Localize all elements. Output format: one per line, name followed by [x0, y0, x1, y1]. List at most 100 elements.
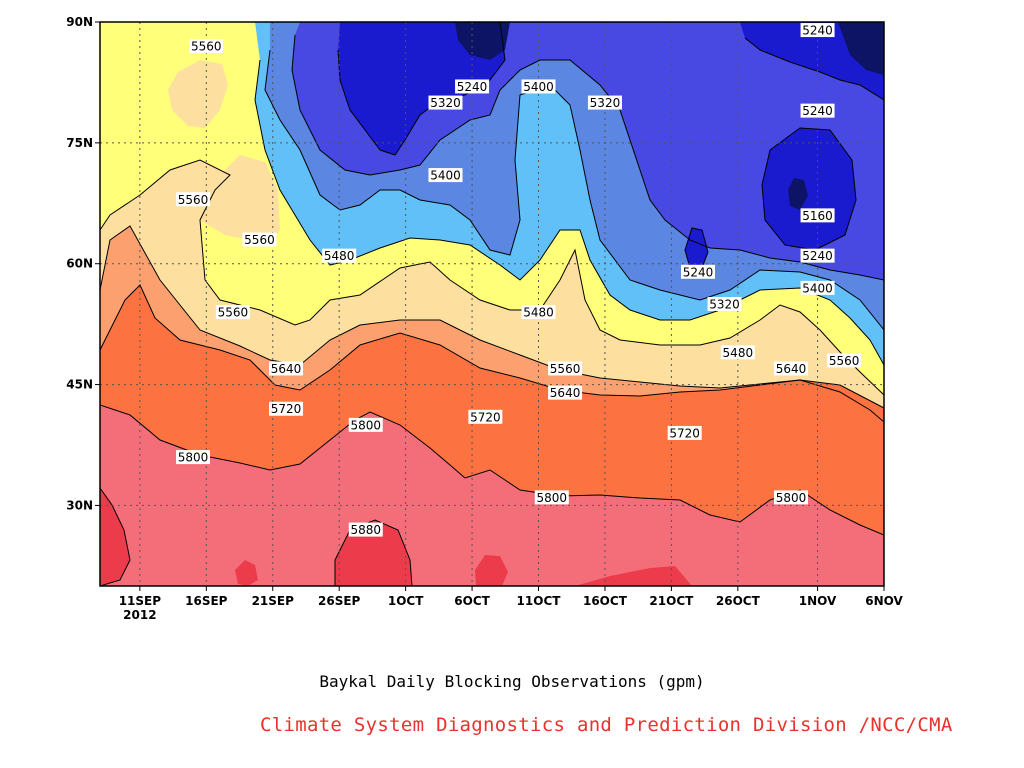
contour-label: 5480 — [720, 345, 755, 360]
contour-label-box — [269, 401, 304, 416]
contour-label-box — [348, 522, 383, 537]
x-tick-label: 16SEP — [185, 594, 228, 608]
contour-label-text: 5800 — [537, 491, 568, 505]
contour-label-text: 5320 — [709, 298, 740, 312]
contour-label: 5560 — [189, 39, 224, 54]
contour-label-text: 5240 — [802, 249, 833, 263]
contour-label-box — [455, 79, 490, 94]
contour-label-box — [800, 208, 835, 223]
contour-line-5800 — [100, 404, 884, 536]
contour-label-text: 5240 — [802, 104, 833, 118]
contour-label-box — [800, 248, 835, 263]
contour-label-text: 5560 — [218, 306, 249, 320]
x-tick-label: 6OCT — [454, 594, 490, 608]
fill-below-5160-topright — [838, 22, 884, 75]
contour-label-box — [707, 297, 742, 311]
grid-lines — [100, 22, 884, 586]
contour-label: 5560 — [215, 305, 250, 320]
contour-label: 5720 — [667, 425, 702, 440]
x-tick-label: 26OCT — [716, 594, 761, 608]
contour-label-text: 5240 — [457, 80, 488, 94]
contour-label-box — [548, 361, 583, 376]
contour-label: 5320 — [428, 95, 463, 110]
contour-labels: 5560 5560 5560 5560 5480 5640 5720 5800 5800 5880… — [176, 23, 862, 537]
contour-label-box — [773, 361, 808, 376]
contour-label-text: 5560 — [191, 40, 222, 54]
contour-line-5240-topright — [744, 37, 884, 101]
contour-label: 5560 — [242, 232, 277, 247]
contour-label-box — [468, 409, 503, 424]
y-tick-label: 75N — [66, 136, 93, 150]
plot-frame — [99, 21, 885, 587]
contour-label-text: 5160 — [802, 209, 833, 223]
contour-label: 5720 — [269, 401, 304, 416]
contour-label: 5480 — [322, 248, 357, 263]
contour-line-5400 — [264, 49, 884, 331]
contour-label-box — [322, 248, 357, 263]
contour-label-box — [521, 79, 556, 94]
contour-line-5480 — [254, 59, 884, 366]
contour-label-box — [176, 450, 211, 465]
contour-label-text: 5480 — [723, 346, 754, 360]
contour-label-text: 5640 — [776, 362, 807, 376]
contour-label-box — [720, 345, 755, 360]
contour-label: 5240 — [455, 79, 490, 94]
contour-label: 5880 — [348, 522, 383, 537]
contour-line-5640 — [100, 225, 884, 423]
contour-label-box — [680, 264, 715, 279]
contour-label: 5240 — [680, 264, 715, 279]
y-tick-label: 30N — [66, 498, 93, 512]
contour-label-box — [667, 425, 702, 440]
contour-label: 5640 — [548, 385, 583, 400]
contour-label: 5240 — [800, 248, 835, 263]
x-tick-label: 11SEP — [119, 594, 162, 608]
contour-label-box — [800, 280, 835, 295]
contour-label: 5720 — [468, 409, 503, 424]
contour-label: 5160 — [800, 208, 835, 223]
y-tick-label: 60N — [66, 257, 93, 271]
contour-label: 5320 — [587, 95, 622, 110]
contour-line-5880-left — [100, 487, 131, 586]
x-year-label: 2012 — [123, 608, 156, 622]
x-tick-label: 1NOV — [799, 594, 837, 608]
contour-label: 5560 — [176, 192, 211, 207]
contour-label-box — [800, 23, 835, 38]
y-tick-label: 45N — [66, 378, 93, 392]
contour-label: 5800 — [534, 490, 569, 505]
contour-label: 5320 — [707, 297, 742, 312]
fill-5560-blob-mid — [200, 155, 280, 245]
contour-label-box — [534, 490, 569, 505]
fill-above-5880-d — [575, 566, 692, 586]
contour-label-box — [189, 39, 224, 54]
contour-label-text: 5320 — [590, 96, 621, 110]
fill-5560-blob-top — [168, 60, 228, 128]
contour-label-box — [428, 95, 463, 110]
contour-label: 5800 — [773, 490, 808, 505]
contour-label-text: 5880 — [350, 523, 381, 537]
contour-label-text: 5560 — [244, 233, 275, 247]
contour-label: 5400 — [521, 79, 556, 94]
contour-label-text: 5640 — [550, 386, 581, 400]
x-tick-label: 16OCT — [583, 594, 628, 608]
fill-above-5880-c — [475, 555, 508, 586]
contour-label-text: 5560 — [550, 362, 581, 376]
contour-label-box — [548, 385, 583, 400]
contour-line-5320 — [291, 34, 884, 281]
fill-5800-5880 — [100, 405, 884, 586]
contour-label-text: 5560 — [829, 354, 860, 368]
contour-label-text: 5480 — [523, 306, 554, 320]
contour-label: 5240 — [800, 23, 835, 38]
contour-label-text: 5400 — [430, 169, 461, 183]
contour-label-text: 5400 — [523, 80, 554, 94]
contour-label-text: 5720 — [271, 402, 302, 416]
contour-label-text: 5800 — [776, 491, 807, 505]
contour-label-text: 5240 — [802, 24, 833, 38]
contour-label: 5400 — [800, 280, 835, 295]
fill-above-5880-a — [235, 560, 258, 586]
fill-5160-5240-top — [338, 22, 505, 155]
contour-label-text: 5720 — [470, 410, 501, 424]
contour-label-text: 5800 — [350, 418, 381, 432]
contour-fills — [100, 22, 884, 586]
